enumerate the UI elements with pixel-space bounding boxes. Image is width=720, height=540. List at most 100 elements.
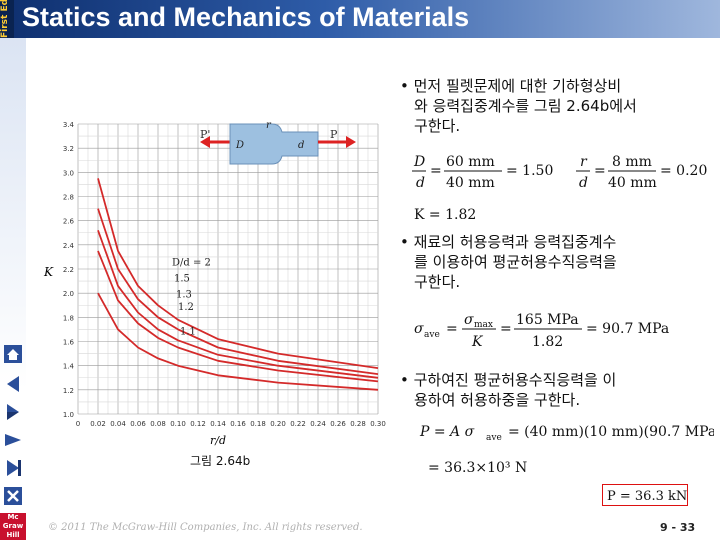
edition-tab: First Edition (0, 0, 14, 38)
answer-text: P = 36.3 kN (607, 489, 687, 504)
k-equation: K = 1.82 (414, 207, 476, 223)
last-slide-icon[interactable] (3, 458, 23, 478)
y-tick-label: 1.8 (63, 314, 74, 322)
x-tick-label: 0.14 (210, 420, 226, 428)
eq-sigma-k: K (471, 334, 484, 350)
bullet-2-line-2: 를 이용하여 평균허용수직응력을 (414, 253, 617, 271)
x-tick-label: 0.12 (190, 420, 206, 428)
eq-d-2: d (579, 175, 588, 191)
copyright-notice: © 2011 The McGraw-Hill Companies, Inc. A… (48, 522, 363, 533)
next-slide-icon[interactable] (3, 430, 23, 450)
y-tick-label: 2.8 (63, 194, 74, 202)
eq-p-lhs: P = A σ (419, 424, 475, 440)
title-bar: First Edition Statics and Mechanics of M… (0, 0, 720, 38)
eq-p-lhs-sub: ave (486, 433, 502, 443)
y-tick-label: 2.4 (63, 242, 75, 250)
series-label: 1.3 (176, 289, 192, 300)
x-tick-label: 0.22 (290, 420, 306, 428)
home-icon[interactable] (3, 344, 23, 364)
bullet-3-line-2: 용하여 허용하중을 구한다. (414, 391, 581, 409)
previous-slide-icon[interactable] (3, 402, 23, 422)
x-tick-label: 0.24 (310, 420, 326, 428)
x-tick-label: 0.26 (330, 420, 346, 428)
eq-40mm-a: 40 mm (446, 175, 495, 191)
bullet-2-line-3: 구한다. (414, 273, 461, 291)
y-tick-label: 3.0 (63, 169, 74, 177)
bullet-2: • 재료의 허용응력과 응력집중계수 를 이용하여 평균허용수직응력을 구한다. (400, 233, 617, 291)
y-tick-label: 1.0 (63, 411, 74, 419)
eq-sigma-result: = 90.7 MPa (586, 321, 669, 337)
bullet-1-line-2: 와 응력집중계수를 그림 2.64b에서 (414, 97, 637, 115)
eq-165mpa: 165 MPa (516, 312, 579, 328)
arrowhead-left-icon (200, 136, 210, 148)
y-tick-label: 3.2 (63, 145, 74, 153)
eq-r-result: = 0.20 (660, 163, 707, 179)
eq-sigma-ave: σ (414, 321, 424, 337)
eq-r: r (580, 154, 588, 170)
stress-concentration-chart: D/d = 2 1.5 1.3 1.2 1.1 0 0.02 0.04 0.06 0.08 0.1… (43, 121, 386, 446)
x-tick-label: 0.08 (150, 420, 166, 428)
narrow-width-label: d (298, 140, 304, 151)
curve-series-3 (97, 229, 379, 379)
eq-sigma-max-sub: max (474, 320, 493, 330)
bullet-1: • 먼저 필렛문제에 대한 기하형상비 와 응력집중계수를 그림 2.64b에서… (400, 77, 637, 135)
curve-series-5 (97, 292, 379, 391)
edition-label: First Edition (0, 0, 10, 38)
allowable-stress-equation: σ ave = σ max K = 165 MPa 1.82 = 90.7 MP… (414, 312, 669, 350)
eq-ratio-result: = 1.50 (506, 163, 553, 179)
x-tick-label: 0.10 (170, 420, 186, 428)
y-axis-label: K (43, 265, 54, 279)
x-tick-label: 0.18 (250, 420, 266, 428)
svg-text:=: = (446, 321, 458, 337)
x-tick-label: 0.30 (370, 420, 386, 428)
series-label: D/d = 2 (172, 257, 211, 268)
answer-box: P = 36.3 kN (602, 484, 688, 506)
eq-40mm-b: 40 mm (608, 175, 657, 191)
wide-width-label: D (235, 140, 244, 151)
nav-sidebar (0, 38, 26, 540)
series-label: 1.1 (180, 326, 196, 337)
series-label: 1.2 (178, 302, 194, 313)
x-tick-label: 0.20 (270, 420, 286, 428)
mcgraw-hill-logo: Mc Graw Hill (0, 513, 26, 540)
x-tick-label: 0.16 (230, 420, 246, 428)
load-label-left: P' (200, 128, 210, 141)
page-number: 9 - 33 (660, 521, 696, 534)
curve-series-2 (97, 208, 379, 375)
y-tick-label: 1.2 (63, 387, 74, 395)
x-axis-label: r/d (210, 434, 226, 446)
x-tick-label: 0 (76, 420, 80, 428)
bullet-2-line-1: 재료의 허용응력과 응력집중계수 (413, 233, 617, 251)
curve-series-1 (97, 178, 379, 369)
eq-D: D (413, 154, 425, 170)
ratio-equations: D d = 60 mm 40 mm = 1.50 r d = 8 mm 40 m… (412, 154, 707, 191)
svg-text:=: = (594, 163, 606, 179)
bullet-3-line-1: 구하여진 평균허용수직응력을 이 (413, 371, 617, 389)
eq-1-82: 1.82 (532, 334, 563, 350)
eq-d: d (416, 175, 425, 191)
eq-k: K = 1.82 (414, 207, 476, 223)
figure-caption: 그림 2.64b (190, 454, 251, 468)
eq-sigma-ave-sub: ave (424, 330, 440, 340)
bullet-1-line-3: 구한다. (414, 117, 461, 135)
eq-p-rhs: = (40 mm)(10 mm)(90.7 MPa) (508, 424, 714, 440)
load-label-right: P (330, 128, 338, 141)
bullet-3: • 구하여진 평균허용수직응력을 이 용하여 허용하중을 구한다. (400, 371, 617, 409)
x-tick-label: 0.02 (90, 420, 106, 428)
specimen-body (229, 123, 319, 165)
bullet-1-line-1: 먼저 필렛문제에 대한 기하형상비 (413, 77, 622, 95)
slide-title: Statics and Mechanics of Materials (22, 2, 470, 32)
y-tick-label: 2.2 (63, 266, 74, 274)
eq-p-newton: = 36.3×10³ N (428, 460, 527, 476)
y-tick-label: 1.4 (63, 363, 75, 371)
svg-text:=: = (500, 321, 512, 337)
x-tick-label: 0.04 (110, 420, 126, 428)
arrowhead-right-icon (346, 136, 356, 148)
x-tick-label: 0.28 (350, 420, 366, 428)
y-tick-label: 2.6 (63, 218, 75, 226)
first-slide-icon[interactable] (3, 374, 23, 394)
y-tick-label: 3.4 (63, 121, 75, 129)
allowable-load-equation: P = A σ ave = (40 mm)(10 mm)(90.7 MPa) =… (419, 424, 714, 476)
exit-icon[interactable] (3, 486, 23, 506)
fillet-specimen-diagram: P' P r D d (200, 120, 356, 165)
